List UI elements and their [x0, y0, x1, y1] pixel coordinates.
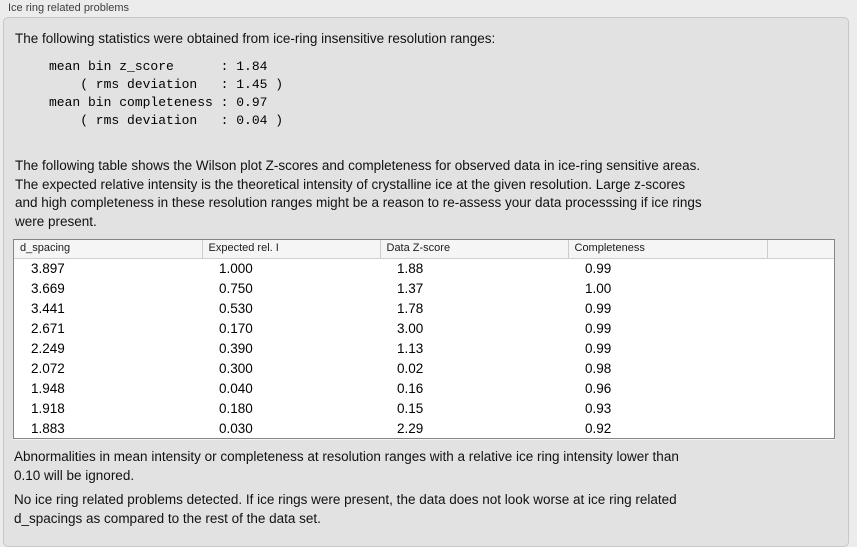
- table-row[interactable]: 3.441 0.530 1.78 0.99: [14, 299, 834, 319]
- column-header-empty: [766, 240, 834, 259]
- cell-d-spacing: 2.072: [31, 360, 65, 376]
- cell-completeness: 0.96: [585, 380, 612, 396]
- intro-text: The following statistics were obtained f…: [15, 31, 496, 46]
- cell-expected-rel-i: 0.390: [219, 340, 253, 356]
- cell-empty: [767, 379, 834, 399]
- cell-completeness: 0.99: [585, 260, 612, 276]
- cell-empty: [767, 319, 834, 339]
- table-row[interactable]: 2.072 0.300 0.02 0.98: [14, 359, 834, 379]
- cell-data-z-score: 1.88: [397, 260, 424, 276]
- cell-d-spacing: 1.918: [31, 400, 65, 416]
- cell-empty: [767, 279, 834, 299]
- cell-completeness: 1.00: [585, 280, 612, 296]
- cell-expected-rel-i: 0.040: [219, 380, 253, 396]
- table-row[interactable]: 2.249 0.390 1.13 0.99: [14, 339, 834, 359]
- cell-completeness: 0.93: [585, 400, 612, 416]
- cell-expected-rel-i: 0.170: [219, 320, 253, 336]
- cell-d-spacing: 3.669: [31, 280, 65, 296]
- cell-expected-rel-i: 0.530: [219, 300, 253, 316]
- table-row[interactable]: 1.948 0.040 0.16 0.96: [14, 379, 834, 399]
- summary-stats-block: mean bin z_score : 1.84 ( rms deviation …: [49, 59, 284, 128]
- table-row[interactable]: 1.883 0.030 2.29 0.92: [14, 419, 834, 439]
- column-header-expected-rel-i[interactable]: Expected rel. I: [201, 240, 380, 259]
- cell-data-z-score: 2.29: [397, 420, 424, 436]
- ice-ring-table: d_spacing Expected rel. I Data Z-score C…: [13, 239, 835, 439]
- cell-data-z-score: 1.78: [397, 300, 424, 316]
- cell-completeness: 0.92: [585, 420, 612, 436]
- conclusion-text: No ice ring related problems detected. I…: [14, 492, 677, 526]
- cell-data-z-score: 0.16: [397, 380, 424, 396]
- table-row[interactable]: 3.669 0.750 1.37 1.00: [14, 279, 834, 299]
- panel-title: Ice ring related problems: [8, 2, 130, 14]
- cell-empty: [767, 299, 834, 319]
- cell-d-spacing: 3.897: [31, 260, 65, 276]
- cell-completeness: 0.98: [585, 360, 612, 376]
- cell-completeness: 0.99: [585, 320, 612, 336]
- table-header-row: d_spacing Expected rel. I Data Z-score C…: [14, 240, 834, 259]
- cell-expected-rel-i: 0.030: [219, 420, 253, 436]
- column-header-completeness[interactable]: Completeness: [567, 240, 767, 259]
- cell-empty: [767, 339, 834, 359]
- cell-expected-rel-i: 0.180: [219, 400, 253, 416]
- table-description-text: The following table shows the Wilson plo…: [15, 158, 702, 229]
- cell-d-spacing: 2.671: [31, 320, 65, 336]
- table-body: 3.897 1.000 1.88 0.99 3.669 0.750 1.37 1…: [14, 258, 834, 439]
- cell-empty: [767, 258, 834, 279]
- cell-empty: [767, 419, 834, 439]
- cell-data-z-score: 1.37: [397, 280, 424, 296]
- cell-d-spacing: 1.883: [31, 420, 65, 436]
- ignore-threshold-note: Abnormalities in mean intensity or compl…: [14, 449, 679, 483]
- cell-expected-rel-i: 0.750: [219, 280, 253, 296]
- column-header-d-spacing[interactable]: d_spacing: [14, 240, 202, 259]
- cell-expected-rel-i: 1.000: [219, 260, 253, 276]
- cell-empty: [767, 359, 834, 379]
- cell-d-spacing: 2.249: [31, 340, 65, 356]
- cell-completeness: 0.99: [585, 340, 612, 356]
- ice-ring-groupbox: The following statistics were obtained f…: [3, 17, 849, 547]
- cell-data-z-score: 3.00: [397, 320, 424, 336]
- table-row[interactable]: 2.671 0.170 3.00 0.99: [14, 319, 834, 339]
- table-row[interactable]: 3.897 1.000 1.88 0.99: [14, 258, 834, 279]
- cell-data-z-score: 1.13: [397, 340, 424, 356]
- table-row[interactable]: 1.918 0.180 0.15 0.93: [14, 399, 834, 419]
- cell-data-z-score: 0.02: [397, 360, 424, 376]
- cell-d-spacing: 1.948: [31, 380, 65, 396]
- column-header-data-z-score[interactable]: Data Z-score: [379, 240, 568, 259]
- cell-completeness: 0.99: [585, 300, 612, 316]
- cell-d-spacing: 3.441: [31, 300, 65, 316]
- cell-expected-rel-i: 0.300: [219, 360, 253, 376]
- cell-data-z-score: 0.15: [397, 400, 424, 416]
- cell-empty: [767, 399, 834, 419]
